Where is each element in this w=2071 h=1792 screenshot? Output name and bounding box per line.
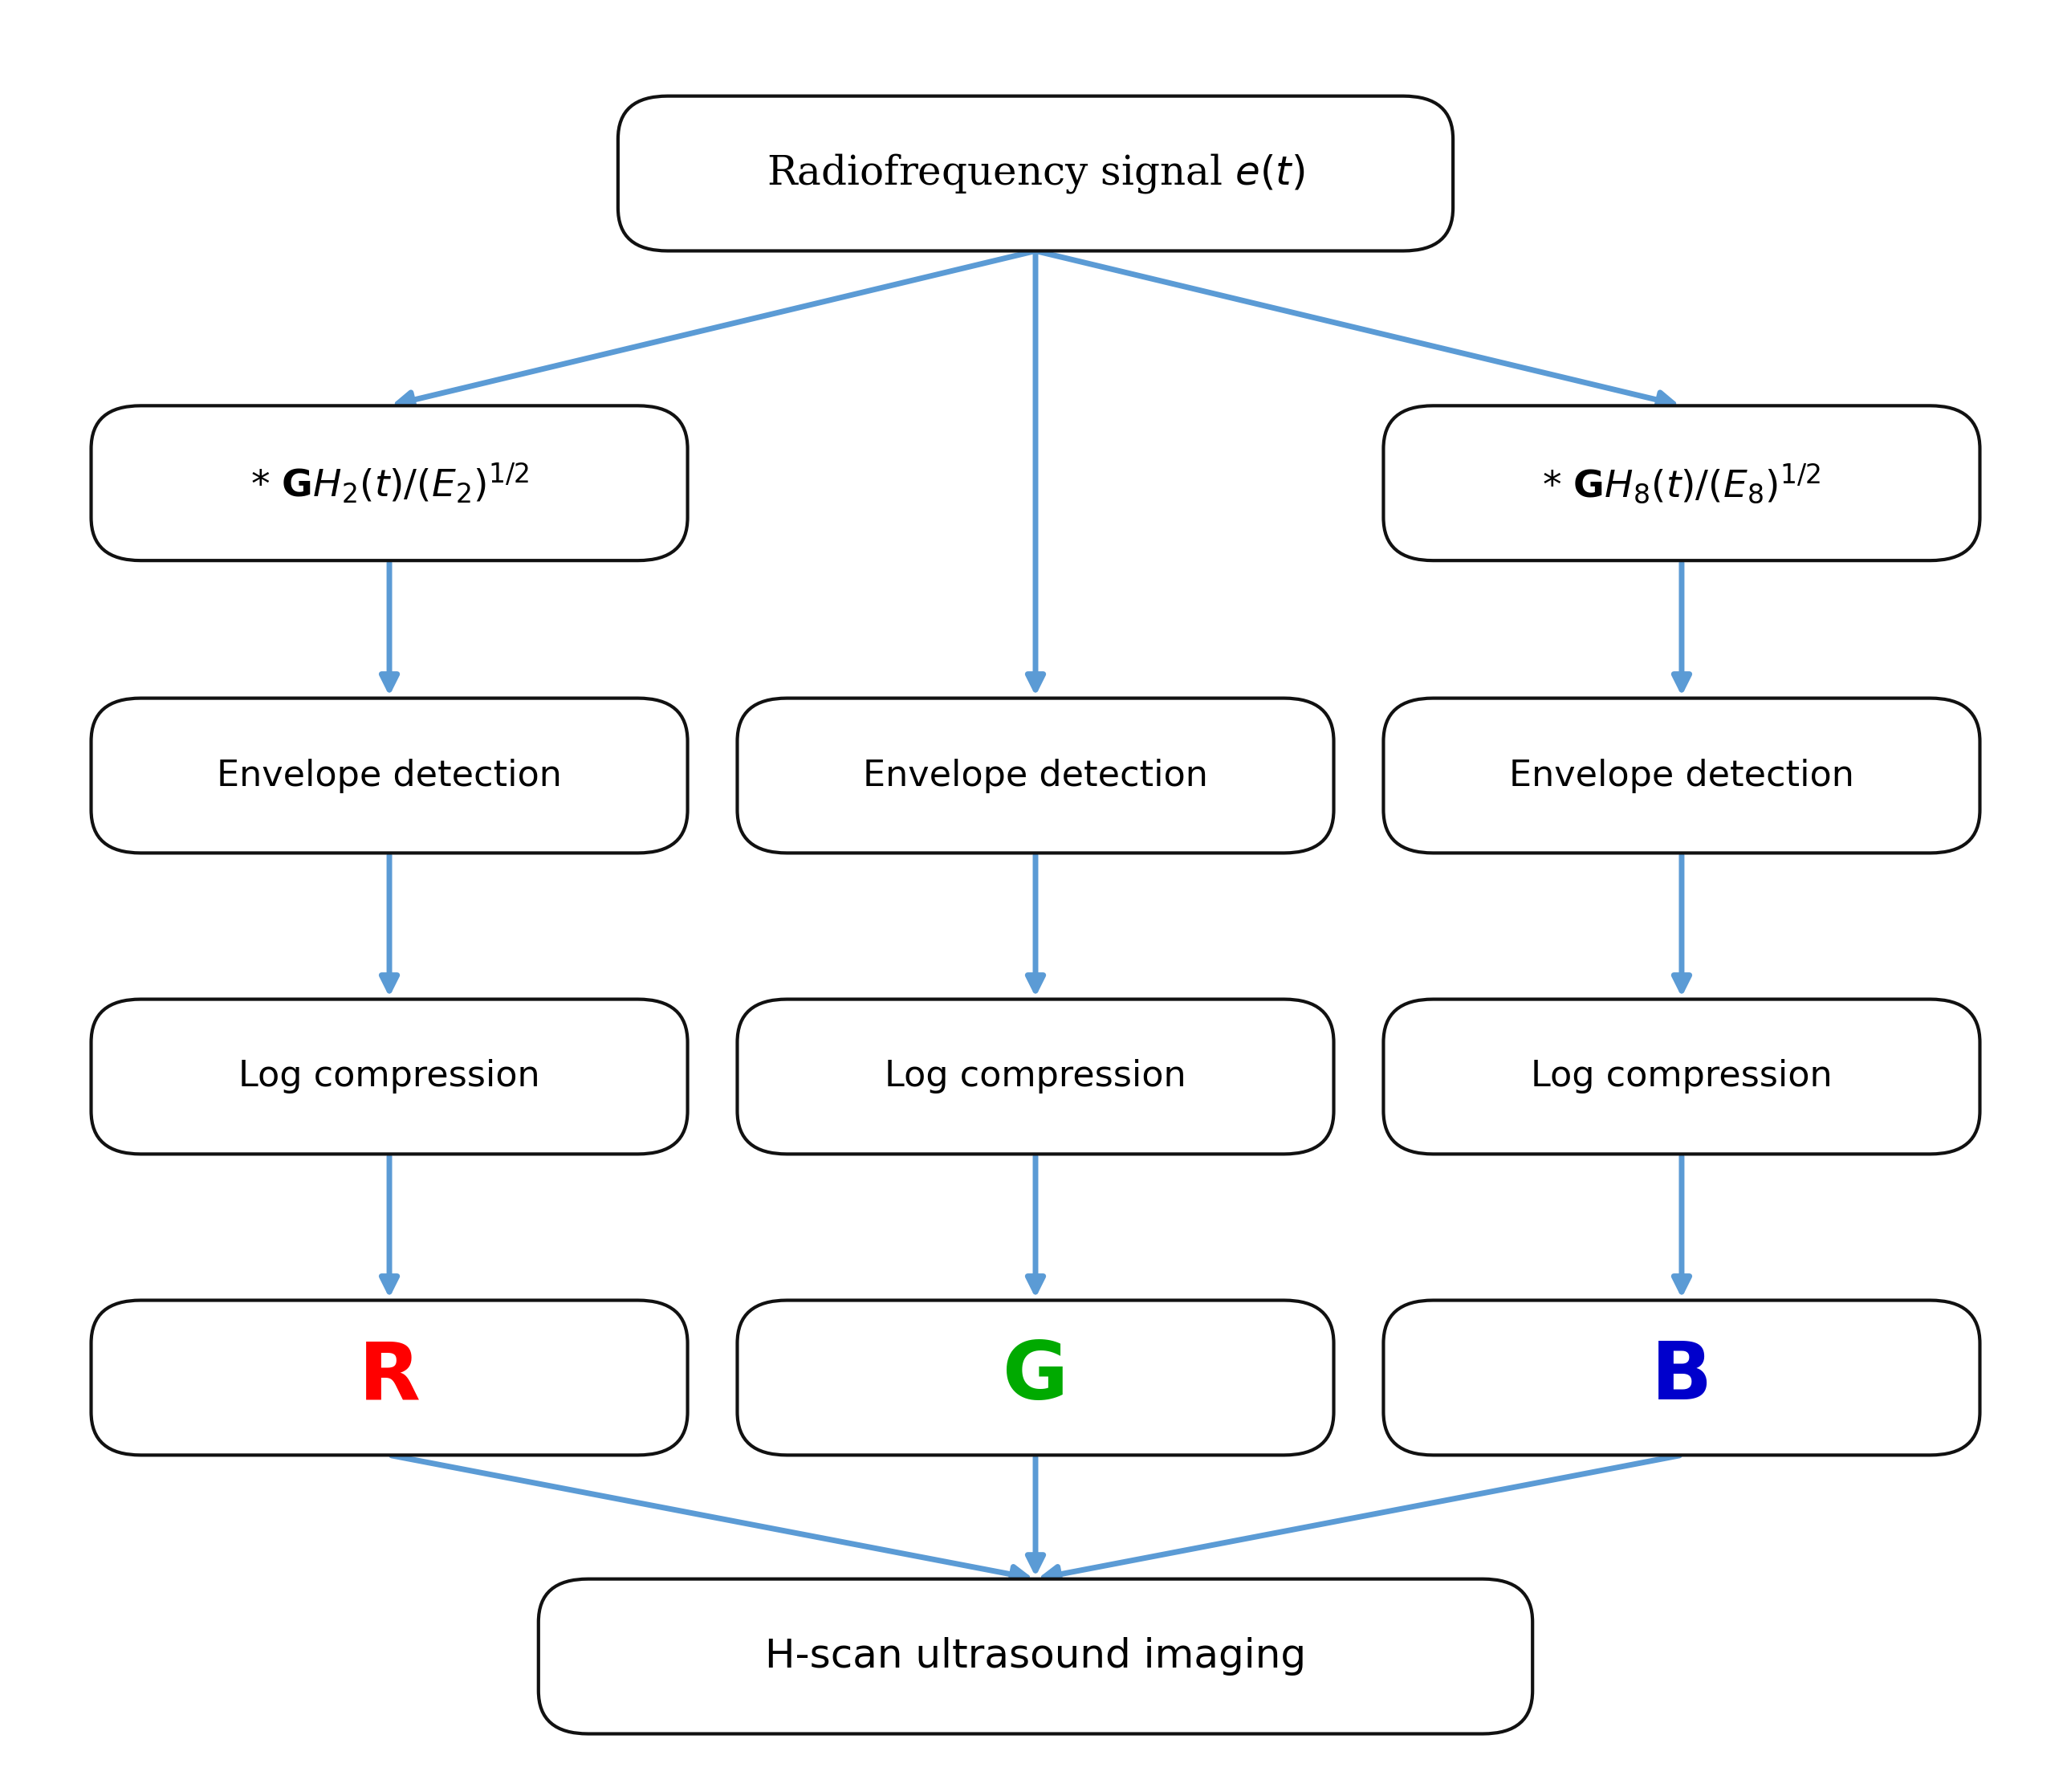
FancyBboxPatch shape	[617, 97, 1454, 251]
FancyBboxPatch shape	[91, 1000, 688, 1154]
FancyBboxPatch shape	[1383, 405, 1980, 561]
Text: G: G	[1002, 1339, 1069, 1417]
FancyBboxPatch shape	[737, 1000, 1334, 1154]
FancyBboxPatch shape	[91, 1301, 688, 1455]
Text: Log compression: Log compression	[238, 1059, 541, 1093]
FancyBboxPatch shape	[1383, 699, 1980, 853]
Text: $*\ \mathbf{G}H_{2}(t)/(E_{2})^{1/2}$: $*\ \mathbf{G}H_{2}(t)/(E_{2})^{1/2}$	[251, 461, 528, 505]
Text: Envelope detection: Envelope detection	[1510, 758, 1854, 792]
FancyBboxPatch shape	[737, 699, 1334, 853]
Text: Envelope detection: Envelope detection	[864, 758, 1207, 792]
FancyBboxPatch shape	[1383, 1301, 1980, 1455]
Text: Log compression: Log compression	[884, 1059, 1187, 1093]
FancyBboxPatch shape	[91, 699, 688, 853]
FancyBboxPatch shape	[91, 405, 688, 561]
FancyBboxPatch shape	[1383, 1000, 1980, 1154]
Text: Radiofrequency signal $e(t)$: Radiofrequency signal $e(t)$	[766, 152, 1305, 195]
Text: Log compression: Log compression	[1530, 1059, 1833, 1093]
Text: H-scan ultrasound imaging: H-scan ultrasound imaging	[764, 1638, 1307, 1676]
FancyBboxPatch shape	[737, 1301, 1334, 1455]
Text: $*\ \mathbf{G}H_{8}(t)/(E_{8})^{1/2}$: $*\ \mathbf{G}H_{8}(t)/(E_{8})^{1/2}$	[1543, 462, 1820, 505]
Text: B: B	[1651, 1339, 1713, 1417]
Text: R: R	[358, 1339, 420, 1417]
FancyBboxPatch shape	[538, 1579, 1533, 1735]
Text: Envelope detection: Envelope detection	[217, 758, 561, 792]
